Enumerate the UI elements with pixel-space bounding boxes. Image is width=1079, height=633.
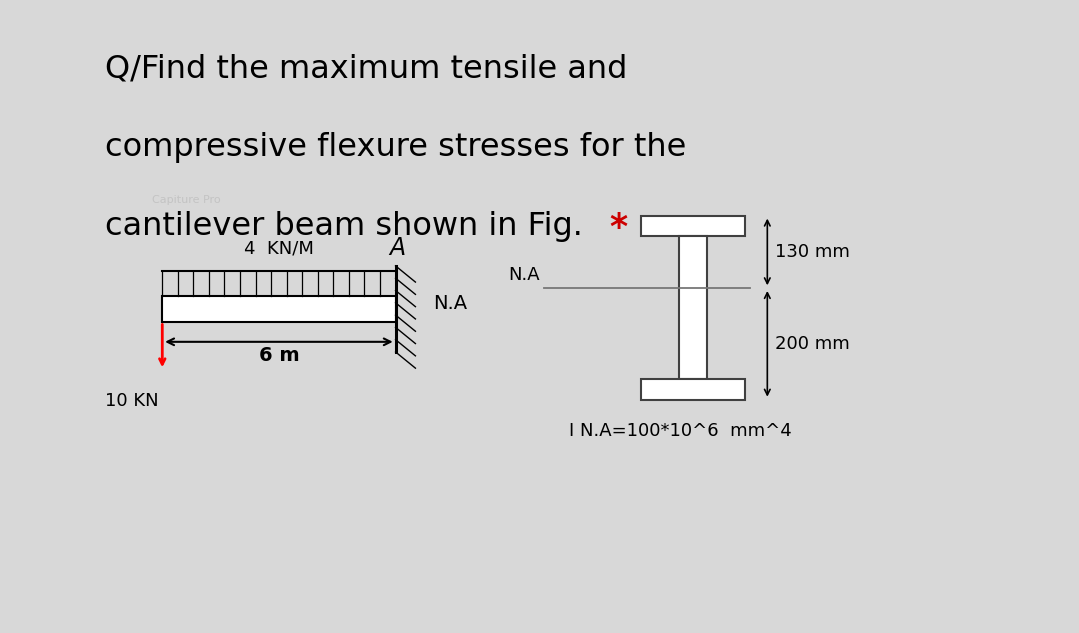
Text: N.A: N.A [434, 294, 467, 313]
Text: Capiture Pro: Capiture Pro [152, 195, 221, 205]
Text: compressive flexure stresses for the: compressive flexure stresses for the [105, 132, 686, 163]
Bar [641, 379, 746, 399]
Text: *: * [609, 211, 627, 245]
Text: Q/Find the maximum tensile and: Q/Find the maximum tensile and [105, 53, 627, 84]
Bar [162, 296, 396, 322]
Text: A: A [390, 235, 406, 260]
Text: 4  KN/M: 4 KN/M [244, 240, 314, 258]
Text: 200 mm: 200 mm [776, 335, 850, 353]
Text: N.A: N.A [508, 266, 540, 284]
Text: cantilever beam shown in Fig.: cantilever beam shown in Fig. [105, 211, 583, 242]
Bar [680, 236, 707, 379]
Text: 10 KN: 10 KN [105, 392, 159, 410]
Text: 130 mm: 130 mm [776, 243, 850, 261]
Text: 6 m: 6 m [259, 346, 299, 365]
Text: I N.A=100*10^6  mm^4: I N.A=100*10^6 mm^4 [570, 422, 792, 440]
Bar [641, 216, 746, 236]
